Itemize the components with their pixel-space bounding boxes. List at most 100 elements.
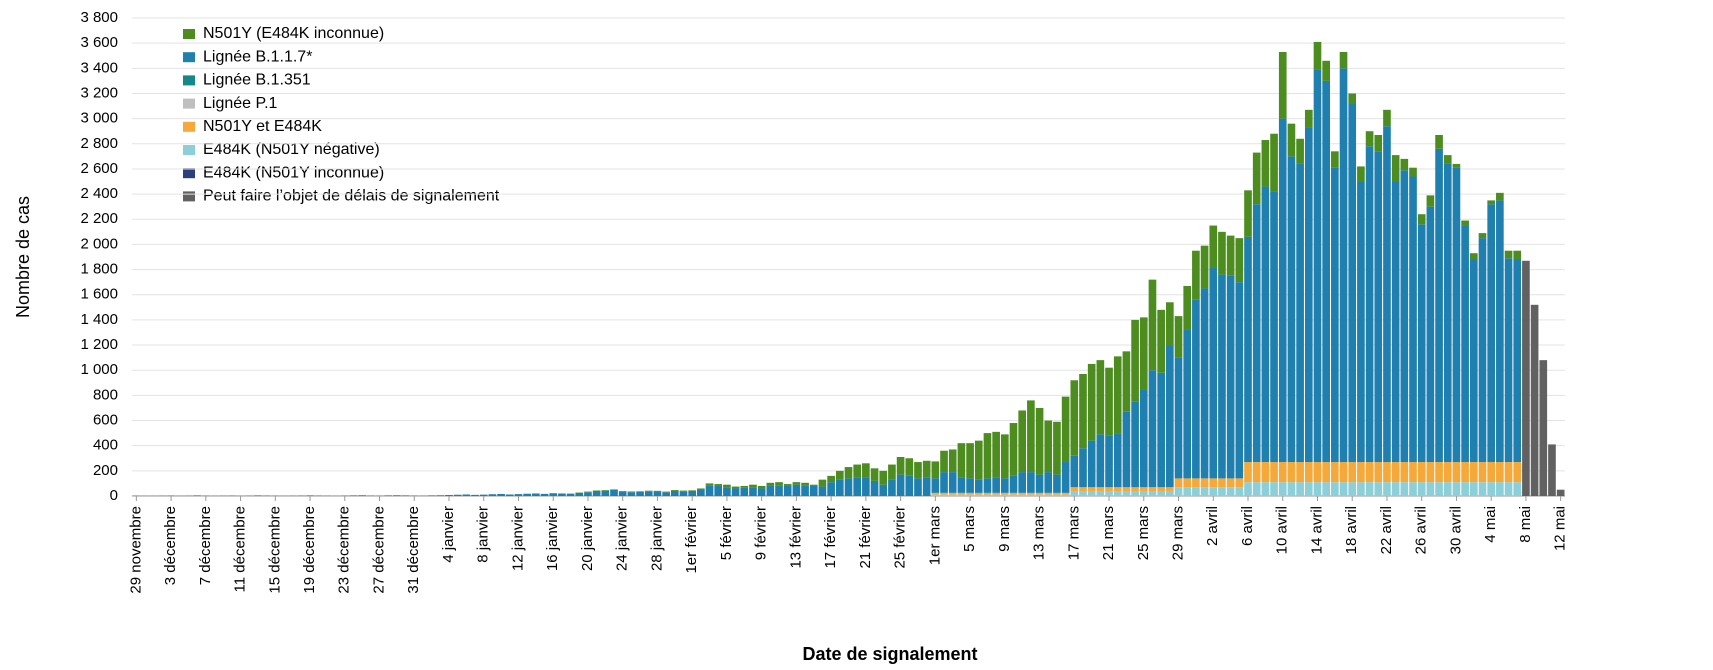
bar-segment bbox=[879, 470, 888, 485]
bar-segment bbox=[1001, 434, 1009, 479]
bar-segment bbox=[532, 493, 540, 496]
x-tick-label: 25 février bbox=[892, 506, 909, 569]
y-tick-label: 1 400 bbox=[80, 311, 118, 328]
bar-segment bbox=[1035, 474, 1044, 493]
bar-segment bbox=[670, 490, 679, 496]
bar-segment bbox=[705, 485, 714, 496]
bar-segment bbox=[1417, 482, 1426, 496]
bar-segment bbox=[1018, 492, 1027, 495]
bar-segment bbox=[1400, 170, 1409, 463]
bar-segment bbox=[1200, 478, 1209, 488]
bar-segment bbox=[1296, 482, 1304, 496]
bar-segment bbox=[427, 495, 436, 496]
x-tick-label: 13 mars bbox=[1031, 506, 1048, 560]
bar-segment bbox=[983, 433, 992, 479]
bar-segment bbox=[1218, 487, 1226, 496]
bar-segment bbox=[931, 492, 940, 495]
bar-segment bbox=[931, 478, 940, 493]
bar-segment bbox=[505, 494, 514, 496]
bar-segment bbox=[1226, 235, 1235, 276]
bar-segment bbox=[1365, 131, 1374, 147]
x-tick-label: 11 décembre bbox=[232, 506, 249, 592]
bar-segment bbox=[1183, 478, 1192, 488]
bar-segment bbox=[1166, 345, 1174, 488]
bar-segment bbox=[844, 478, 853, 496]
bar-segment bbox=[1357, 166, 1365, 182]
y-tick-label: 1 200 bbox=[80, 336, 118, 353]
bar-segment bbox=[1461, 462, 1469, 483]
x-tick-label: 8 janvier bbox=[475, 506, 492, 563]
x-tick-label: 31 décembre bbox=[405, 506, 422, 594]
bar-segment bbox=[1070, 487, 1079, 491]
bar-segment bbox=[1027, 400, 1035, 473]
bar-segment bbox=[1087, 363, 1096, 441]
legend-swatch bbox=[183, 121, 195, 132]
bar-segment bbox=[948, 449, 957, 473]
bar-segment bbox=[1113, 356, 1122, 434]
bar-segment bbox=[879, 484, 888, 496]
bar-segment bbox=[1357, 462, 1365, 483]
bar-segment bbox=[1061, 492, 1070, 495]
bar-segment bbox=[1296, 138, 1304, 164]
bar-segment bbox=[1478, 482, 1487, 496]
bar-segment bbox=[940, 472, 948, 493]
bar-segment bbox=[1469, 482, 1478, 496]
bar-segment bbox=[1443, 163, 1452, 463]
bar-segment bbox=[1452, 482, 1461, 496]
bar-segment bbox=[905, 475, 914, 496]
bar-segment bbox=[1252, 152, 1261, 205]
bar-segment bbox=[1157, 309, 1165, 373]
x-tick-label: 29 mars bbox=[1169, 506, 1186, 560]
bar-segment bbox=[1174, 316, 1183, 358]
bar-segment bbox=[827, 482, 835, 496]
bar-segment bbox=[948, 494, 957, 496]
bar-segment bbox=[1157, 490, 1165, 496]
bar-segment bbox=[1435, 462, 1443, 483]
x-tick-label: 5 mars bbox=[961, 506, 978, 552]
bar-segment bbox=[1435, 148, 1443, 463]
bar-segment bbox=[688, 490, 696, 496]
bar-segment bbox=[1166, 490, 1174, 496]
bar-segment bbox=[1174, 487, 1183, 496]
x-tick-label: 18 avril bbox=[1343, 506, 1360, 554]
bar-segment bbox=[601, 490, 610, 496]
bar-segment bbox=[1131, 401, 1139, 488]
x-tick-label: 26 avril bbox=[1413, 506, 1430, 554]
legend-label: Peut faire l’objet de délais de signalem… bbox=[203, 188, 500, 205]
bar-segment bbox=[1218, 274, 1226, 479]
bar-segment bbox=[1348, 462, 1357, 483]
bar-segment bbox=[1339, 462, 1348, 483]
bar-segment bbox=[888, 464, 896, 480]
bar-segment bbox=[1417, 462, 1426, 483]
bar-segment bbox=[1270, 482, 1278, 496]
bar-segment bbox=[1331, 482, 1339, 496]
x-tick-label: 10 avril bbox=[1274, 506, 1291, 554]
bar-segment bbox=[966, 492, 974, 495]
bar-segment bbox=[1313, 69, 1322, 463]
bar-segment bbox=[1331, 151, 1339, 168]
bar-segment bbox=[731, 486, 740, 489]
bar-segment bbox=[1339, 51, 1348, 69]
bar-segment bbox=[1278, 462, 1287, 483]
bar-segment bbox=[1192, 250, 1200, 300]
bar-segment bbox=[809, 485, 818, 496]
bar-segment bbox=[827, 475, 835, 483]
y-tick-label: 200 bbox=[93, 462, 118, 479]
bar-segment bbox=[1183, 285, 1192, 330]
bar-segment bbox=[966, 494, 974, 496]
bar-segment bbox=[1461, 482, 1469, 496]
legend-swatch bbox=[183, 168, 195, 179]
bar-segment bbox=[1461, 220, 1469, 226]
bar-segment bbox=[167, 495, 175, 496]
bar-segment bbox=[792, 482, 801, 485]
bar-segment bbox=[1270, 133, 1278, 192]
bar-segment bbox=[1244, 236, 1252, 463]
bar-segment bbox=[1200, 245, 1209, 289]
bar-segment bbox=[757, 488, 766, 496]
bar-segment bbox=[1001, 478, 1009, 493]
x-tick-label: 4 janvier bbox=[440, 506, 457, 563]
bar-segment bbox=[1513, 462, 1522, 483]
x-tick-label: 29 novembre bbox=[127, 506, 144, 594]
bar-segment bbox=[940, 450, 948, 473]
bar-segment bbox=[723, 487, 731, 496]
